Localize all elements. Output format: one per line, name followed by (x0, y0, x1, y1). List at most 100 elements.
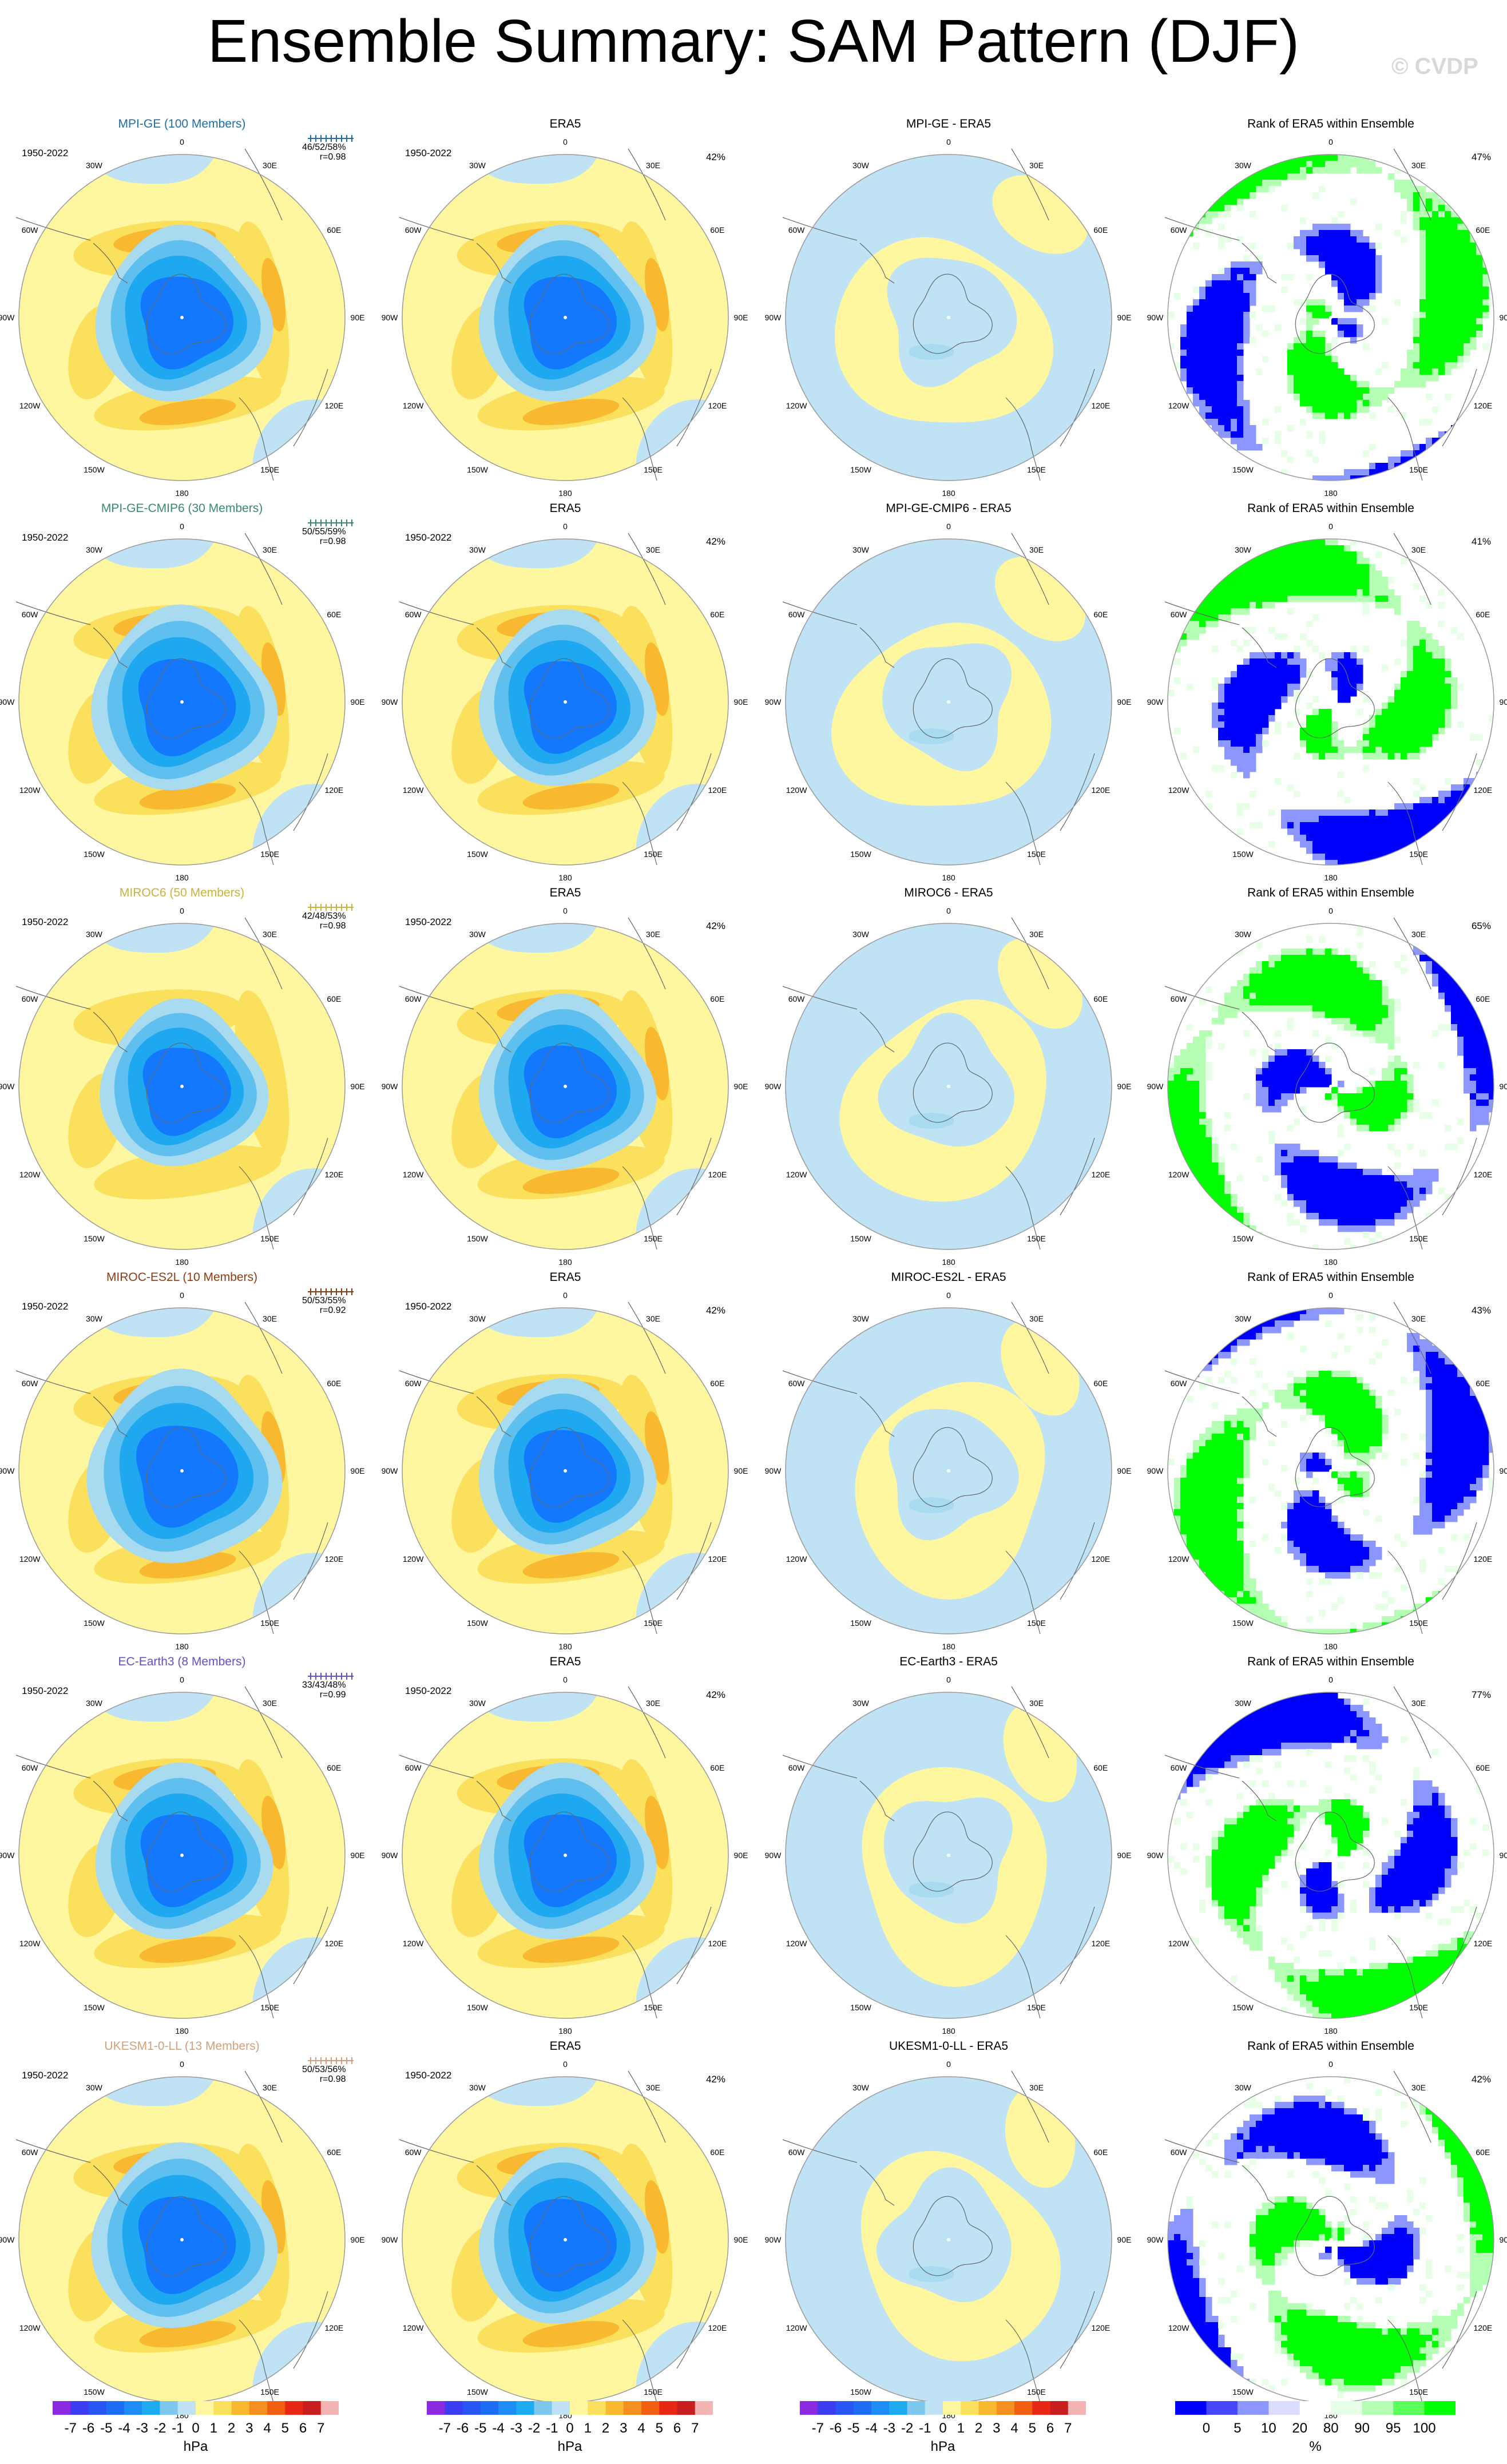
rank-cell (1457, 986, 1464, 993)
rank-cell (1325, 268, 1332, 275)
rank-cell (1268, 652, 1275, 659)
rank-cell (1243, 406, 1250, 413)
coastline (399, 533, 712, 866)
rank-cell (1338, 961, 1345, 968)
rank-cell (1193, 583, 1200, 590)
rank-cell (1224, 154, 1231, 161)
longitude-label: 90W (381, 1466, 398, 1475)
rank-cell (1268, 173, 1275, 180)
rank-cell (1407, 728, 1414, 735)
rank-cell (1426, 236, 1433, 243)
rank-cell (1268, 1327, 1275, 1334)
longitude-label: 150E (1409, 465, 1428, 474)
rank-cell (1476, 280, 1483, 287)
rank-cell (1470, 475, 1477, 481)
rank-cell (1237, 608, 1244, 615)
rank-cell (1319, 230, 1326, 237)
rank-cell (1224, 589, 1231, 596)
rank-cell (1212, 425, 1219, 432)
rank-cell (1275, 633, 1282, 640)
rank-cell (1350, 1207, 1357, 1213)
rank-cell (1199, 318, 1206, 325)
rank-cell (1388, 1188, 1395, 1195)
rank-cell (1407, 810, 1414, 816)
rank-cell (1205, 217, 1212, 224)
rank-cell (1237, 993, 1244, 999)
rank-cell (1357, 299, 1363, 306)
rank-cell (1199, 1037, 1206, 1043)
rank-cell (1350, 854, 1357, 860)
rank-cell (1438, 1314, 1445, 1321)
rank-cell (1401, 810, 1407, 816)
rank-cell (1419, 596, 1426, 602)
rank-cell (1237, 406, 1244, 413)
rank-cell (1464, 797, 1470, 804)
rank-cell (1357, 974, 1363, 981)
rank-cell (1306, 299, 1313, 306)
rank-cell (1250, 721, 1256, 728)
rank-cell (1250, 753, 1256, 760)
longitude-label: 30W (852, 1314, 869, 1324)
rank-cell (1193, 305, 1200, 312)
rank-cell (1464, 186, 1470, 193)
rank-cell (1168, 1364, 1175, 1371)
rank-cell (1482, 596, 1489, 602)
rank-cell (1357, 564, 1363, 571)
rank-cell (1357, 1125, 1363, 1132)
rank-cell (1413, 810, 1420, 816)
contour-region (139, 398, 236, 426)
rank-cell (1363, 280, 1370, 287)
rank-cell (1218, 368, 1225, 375)
rank-cell (1199, 343, 1206, 350)
rank-cell (1231, 180, 1238, 187)
longitude-label: 150E (1027, 465, 1046, 474)
rank-cell (1331, 974, 1338, 981)
rank-cell (1325, 841, 1332, 848)
rank-cell (1212, 1225, 1219, 1232)
rank-cell (1306, 1162, 1313, 1169)
rank-cell (1306, 161, 1313, 168)
rank-cell (1350, 1415, 1357, 1422)
longitude-label: 150E (644, 1618, 663, 1628)
era5-percent: 42% (705, 920, 725, 931)
rank-panel: Rank of ERA5 within Ensemble030E60E90E12… (1147, 886, 1507, 1269)
rank-cell (1432, 268, 1439, 275)
rank-cell (1319, 577, 1326, 584)
rank-cell (1451, 1402, 1458, 1409)
rank-cell (1256, 1238, 1263, 1245)
era5-panel: ERA5 0 30E 60E 90E 120E 150E 180 150W 120W 90W 60W 3… (382, 117, 748, 501)
rank-cell (1174, 1074, 1181, 1081)
rank-cell (1193, 199, 1200, 205)
rank-cell (1168, 828, 1175, 835)
rank-cell (1243, 696, 1250, 703)
rank-cell (1394, 828, 1401, 835)
rank-cell (1331, 1162, 1338, 1169)
rank-cell (1363, 1011, 1370, 1018)
rank-cell (1205, 387, 1212, 394)
rank-cell (1375, 1118, 1382, 1125)
rank-cell (1168, 810, 1175, 816)
rank-cell (1312, 828, 1319, 835)
rank-cell (1369, 1225, 1376, 1232)
rank-cell (1287, 457, 1294, 463)
rank-cell (1357, 324, 1363, 331)
rank-cell (1218, 551, 1225, 558)
longitude-label: 90E (1117, 313, 1132, 322)
longitude-label: 90E (350, 1466, 365, 1475)
rank-cell (1331, 1396, 1338, 1403)
rank-cell (1331, 734, 1338, 741)
rank-cell (1331, 545, 1338, 552)
rank-cell (1470, 589, 1477, 596)
rank-cell (1457, 425, 1464, 432)
rank-cell (1451, 545, 1458, 552)
rank-cell (1256, 967, 1263, 974)
rank-cell (1419, 475, 1426, 481)
rank-cell (1275, 1390, 1282, 1396)
rank-cell (1363, 243, 1370, 249)
rank-cell (1357, 961, 1363, 968)
rank-cell (1338, 1402, 1345, 1409)
rank-cell (1394, 475, 1401, 481)
rank-cell (1407, 923, 1414, 930)
rank-cell (1199, 205, 1206, 212)
rank-cell (1193, 614, 1200, 621)
